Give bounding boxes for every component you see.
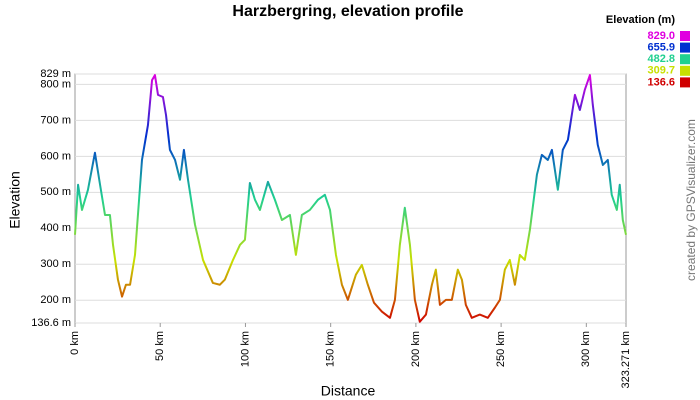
x-tick-label: 150 km — [325, 331, 337, 367]
y-tick-label: 829 m — [40, 68, 71, 80]
x-axis-title: Distance — [321, 383, 376, 399]
y-tick-label: 400 m — [40, 222, 71, 234]
legend-swatch — [680, 31, 690, 41]
legend-label: 482.8 — [647, 53, 675, 65]
x-tick-label: 50 km — [154, 331, 166, 361]
y-tick-label: 800 m — [40, 78, 71, 90]
x-tick-label: 250 km — [495, 331, 507, 367]
legend-label: 655.9 — [647, 42, 675, 54]
chart-title: Harzbergring, elevation profile — [232, 3, 463, 20]
credit: created by GPSVisualizer.com — [684, 119, 698, 281]
y-tick-label: 200 m — [40, 294, 71, 306]
x-tick-label: 323.271 km — [620, 331, 632, 388]
legend-swatch — [680, 54, 690, 65]
plot-area — [74, 73, 627, 324]
legend-label: 829.0 — [647, 30, 675, 42]
y-tick-label: 300 m — [40, 258, 71, 270]
y-axis-title: Elevation — [7, 171, 23, 229]
x-tick-label: 200 km — [410, 331, 422, 367]
legend-swatch — [680, 77, 690, 88]
legend-label: 309.7 — [647, 65, 675, 77]
x-tick-label: 100 km — [239, 331, 251, 367]
y-tick-label: 500 m — [40, 186, 71, 198]
legend-swatch — [680, 42, 690, 53]
legend-title: Elevation (m) — [606, 14, 675, 26]
y-tick-label: 700 m — [40, 114, 71, 126]
legend-label: 136.6 — [647, 76, 675, 88]
x-tick-label: 0 km — [69, 331, 81, 355]
elevation-line — [74, 74, 627, 323]
legend-swatch — [680, 65, 690, 76]
x-tick-label: 300 km — [580, 331, 592, 367]
y-tick-label: 136.6 m — [31, 317, 71, 329]
y-tick-label: 600 m — [40, 150, 71, 162]
